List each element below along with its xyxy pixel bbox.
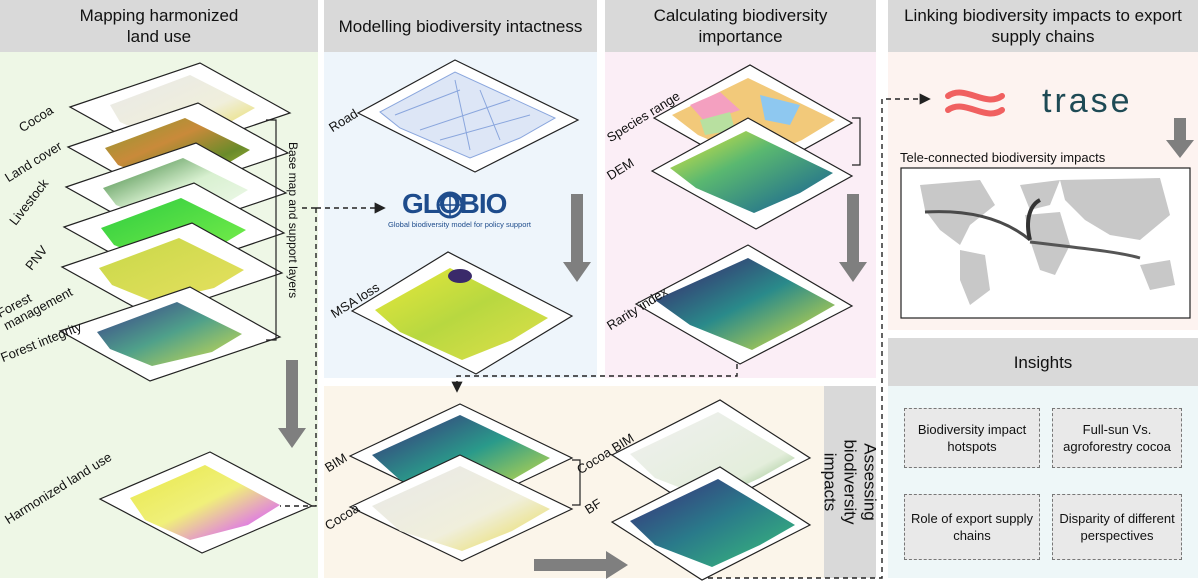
assessing-bracket: [572, 459, 581, 506]
dem-map: [650, 117, 854, 230]
rarity-index-map: [634, 244, 854, 365]
insight-box-export: Role of export supply chains: [904, 494, 1040, 560]
intactness-title: Modelling biodiversity intactness: [324, 0, 597, 52]
land-use-down-arrow: [278, 360, 306, 448]
importance-bracket: [852, 117, 861, 166]
supply-title: Linking biodiversity impacts to export s…: [888, 0, 1198, 52]
land-use-title: Mapping harmonized land use: [0, 0, 318, 52]
dashed-connectors: [280, 93, 931, 579]
land-use-title-text: Mapping harmonized land use: [79, 6, 239, 46]
assessing-side-title: Assessing biodiversity impacts: [821, 386, 880, 578]
road-map: [356, 59, 580, 173]
harmonized-land-use-map: [98, 451, 314, 554]
globio-tagline: Global biodiversity model for policy sup…: [388, 220, 531, 229]
globio-logo: [436, 191, 464, 219]
intactness-title-text: Modelling biodiversity intactness: [338, 16, 583, 36]
telecon-impacts-label: Tele-connected biodiversity impacts: [900, 150, 1106, 165]
insight-box-disparity: Disparity of different perspectives: [1052, 494, 1182, 560]
supply-down-arrow: [1166, 118, 1194, 158]
insights-title: Insights: [888, 338, 1198, 386]
cocoa-map-assessing: [348, 454, 574, 562]
assessing-right-arrow: [534, 551, 628, 579]
land-use-layer-stack: [58, 62, 292, 382]
supply-title-text: Linking biodiversity impacts to export s…: [904, 6, 1182, 46]
bf-map: [610, 466, 812, 581]
trase-logo-mark: [945, 89, 1005, 117]
insight-box-hotspots: Biodiversity impact hotspots: [904, 408, 1040, 468]
importance-down-arrow: [839, 194, 867, 282]
base-layers-bracket-label: Base map and support layers: [286, 142, 300, 299]
insight-text-export: Role of export supply chains: [910, 511, 1034, 543]
base-layers-bracket: [266, 119, 277, 341]
importance-title: Calculating biodiversity importance: [605, 0, 876, 52]
importance-title-text: Calculating biodiversity importance: [653, 6, 828, 46]
intactness-down-arrow: [563, 194, 591, 282]
insight-text-disparity: Disparity of different perspectives: [1059, 511, 1175, 543]
insights-title-text: Insights: [1013, 352, 1073, 372]
trase-wordmark: trase: [1042, 82, 1133, 120]
insight-box-fullsun: Full-sun Vs. agroforestry cocoa: [1052, 408, 1182, 468]
msa-loss-map: [350, 251, 574, 375]
globio-wordmark: GLOBIO: [402, 188, 507, 219]
insight-text-fullsun: Full-sun Vs. agroforestry cocoa: [1063, 422, 1171, 454]
insight-text-hotspots: Biodiversity impact hotspots: [917, 422, 1027, 454]
cocoa-bim-map: [610, 399, 812, 514]
world-map: [900, 167, 1191, 319]
